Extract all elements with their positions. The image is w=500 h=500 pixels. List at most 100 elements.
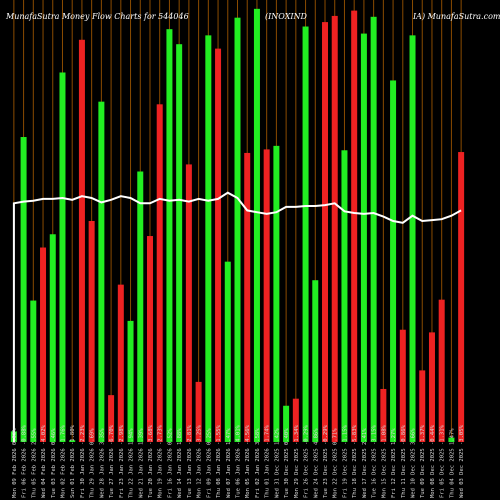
money-flow-bar — [98, 101, 105, 442]
money-flow-bar — [59, 72, 66, 442]
x-tick-label: Mon 08 Dec 2025 -0.44% — [430, 424, 436, 498]
money-flow-bar — [244, 152, 251, 442]
money-flow-bar — [137, 171, 144, 442]
x-tick-label: Wed 24 Dec 2025 4.86% — [313, 428, 319, 498]
money-flow-bar — [40, 247, 47, 442]
money-flow-bar — [205, 35, 212, 443]
money-flow-bar — [20, 137, 27, 442]
x-tick-label: Thu 08 Jan 2026 -1.55% — [216, 424, 222, 498]
x-tick-label: Mon 29 Dec 2025 -1.34% — [294, 424, 300, 498]
x-tick-label: Mon 15 Dec 2025 -1.08% — [381, 424, 387, 498]
money-flow-bar — [156, 104, 163, 442]
money-flow-bar — [234, 17, 241, 443]
x-tick-label: Fri 09 Jan 2026 0.25% — [206, 428, 212, 498]
money-flow-bar — [78, 39, 85, 442]
money-flow-bar — [117, 284, 124, 442]
x-tick-label: Wed 10 Dec 2025 3.66% — [411, 428, 417, 498]
x-tick-label: Mon 12 Jan 2026 -3.25% — [197, 424, 203, 498]
x-tick-label: Tue 13 Jan 2026 -2.81% — [187, 424, 193, 498]
x-tick-label: Thu 22 Jan 2026 1.94% — [129, 428, 135, 498]
x-tick-label: Mon 19 Jan 2026 -2.73% — [158, 424, 164, 498]
money-flow-bar — [428, 332, 435, 442]
x-tick-label: Fri 30 Jan 2026 -2.23% — [80, 424, 86, 498]
x-tick-label: Wed 21 Jan 2026 1.39% — [138, 428, 144, 498]
money-flow-bar — [341, 150, 348, 442]
chart-ticker-left: (INOXIND — [265, 12, 307, 21]
x-tick-label: Fri 16 Jan 2026 0.52% — [167, 428, 173, 498]
x-tick-label: Tue 16 Dec 2025 -3.15% — [372, 424, 378, 498]
x-tick-label: Fri 06 Feb 2026 -0.88% — [22, 424, 28, 498]
money-flow-bar — [185, 164, 192, 442]
x-tick-label: Tue 23 Dec 2025 -0.29% — [323, 424, 329, 498]
money-flow-bar — [419, 370, 426, 442]
money-flow-bar — [224, 261, 231, 442]
money-flow-bar — [409, 35, 416, 443]
x-tick-label: Wed 04 Feb 2026 -4.02% — [41, 424, 47, 498]
x-tick-label: Wed 17 Dec 2025 2.41% — [362, 428, 368, 498]
money-flow-bar — [302, 26, 309, 443]
money-flow-bar — [380, 388, 387, 442]
x-tick-label: Fri 05 Dec 2025 -1.31% — [440, 424, 446, 498]
x-tick-label: Tue 30 Dec 2025 0.40% — [284, 428, 290, 498]
money-flow-bar — [176, 44, 183, 442]
money-flow-bar — [438, 299, 445, 442]
money-flow-bar — [273, 145, 280, 443]
money-flow-bar — [69, 440, 76, 442]
money-flow-bar — [88, 221, 95, 442]
x-tick-label: Wed 31 Dec 2025 1.42% — [274, 428, 280, 498]
money-flow-bar — [399, 329, 406, 442]
x-tick-label: Tue 06 Jan 2026 -4.01% — [236, 424, 242, 498]
x-tick-label: Mon 22 Dec 2025 0.71% — [333, 428, 339, 498]
money-flow-bar — [448, 437, 455, 442]
money-flow-bar — [322, 22, 329, 442]
money-flow-bar — [127, 320, 134, 442]
x-axis-labels: Mon 09 Feb 2026 0.93% Fri 06 Feb 2026 -0.… — [12, 424, 465, 498]
money-flow-bar — [146, 236, 153, 442]
money-flow-bar — [390, 80, 397, 442]
x-tick-label: Wed 14 Jan 2026 1.88% — [177, 428, 183, 498]
money-flow-bar — [49, 234, 56, 442]
x-tick-label: Thu 11 Dec 2025 -0.86% — [401, 424, 407, 498]
x-tick-label: Wed 07 Jan 2026 1.47% — [226, 428, 232, 498]
money-flow-bar — [360, 33, 367, 442]
money-flow-bar — [292, 398, 299, 442]
money-flow-bar — [458, 152, 465, 442]
chart-ticker-right: IA) MunafaSutra.com — [413, 12, 500, 21]
x-tick-label: Tue 09 Dec 2025 -1.37% — [420, 424, 426, 498]
money-flow-line — [12, 191, 462, 442]
money-flow-bar — [195, 381, 202, 442]
money-flow-bar — [108, 395, 115, 442]
x-tick-label: Fri 02 Jan 2026 3.58% — [255, 428, 261, 498]
money-flow-bar — [370, 16, 377, 443]
x-tick-label: Sun 01 Feb 2026 -1.80% — [70, 424, 76, 498]
money-flow-bar — [351, 10, 358, 442]
x-tick-label: Fri 26 Dec 2025 -0.29% — [304, 424, 310, 498]
money-flow-bar — [263, 149, 270, 442]
money-flow-bar — [166, 29, 173, 443]
x-tick-label: Thu 05 Feb 2026 2.55% — [31, 428, 37, 498]
money-flow-bar — [30, 300, 37, 442]
x-tick-label: Thu 29 Jan 2026 0.69% — [90, 428, 96, 498]
x-tick-label: Fri 19 Dec 2025 -1.15% — [342, 424, 348, 498]
money-flow-bar — [283, 405, 290, 442]
x-tick-label: Tue 03 Feb 2026 0.46% — [51, 428, 57, 498]
money-flow-bars — [10, 8, 465, 443]
x-tick-label: Fri 23 Jan 2026 -2.98% — [119, 424, 125, 498]
x-tick-label: Wed 28 Jan 2026 3.35% — [99, 428, 105, 498]
x-tick-label: Thu 04 Dec 2025 1.47% — [449, 428, 455, 498]
money-flow-bar — [312, 280, 319, 442]
x-tick-label: Mon 09 Feb 2026 0.93% — [12, 428, 18, 498]
money-flow-bar — [253, 8, 260, 443]
x-tick-label: Tue 27 Jan 2026 -6.70% — [109, 424, 115, 498]
x-tick-label: Tue 20 Jan 2026 -3.68% — [148, 424, 154, 498]
x-tick-label: Mon 02 Feb 2026 -1.76% — [60, 424, 66, 498]
x-tick-label: Thu 01 Jan 2026 -1.74% — [265, 424, 271, 498]
x-tick-label: Thu 18 Dec 2025 -5.83% — [352, 424, 358, 498]
chart-title: MunafaSutra Money Flow Charts for 544046 — [6, 12, 189, 21]
x-tick-label: Wed 03 Dec 2025 -3.05% — [459, 424, 465, 498]
money-flow-bar — [215, 48, 222, 443]
x-tick-label: Mon 05 Jan 2026 -4.56% — [245, 424, 251, 498]
money-flow-bar — [331, 15, 338, 443]
x-tick-label: Fri 12 Dec 2025 1.27% — [391, 428, 397, 498]
